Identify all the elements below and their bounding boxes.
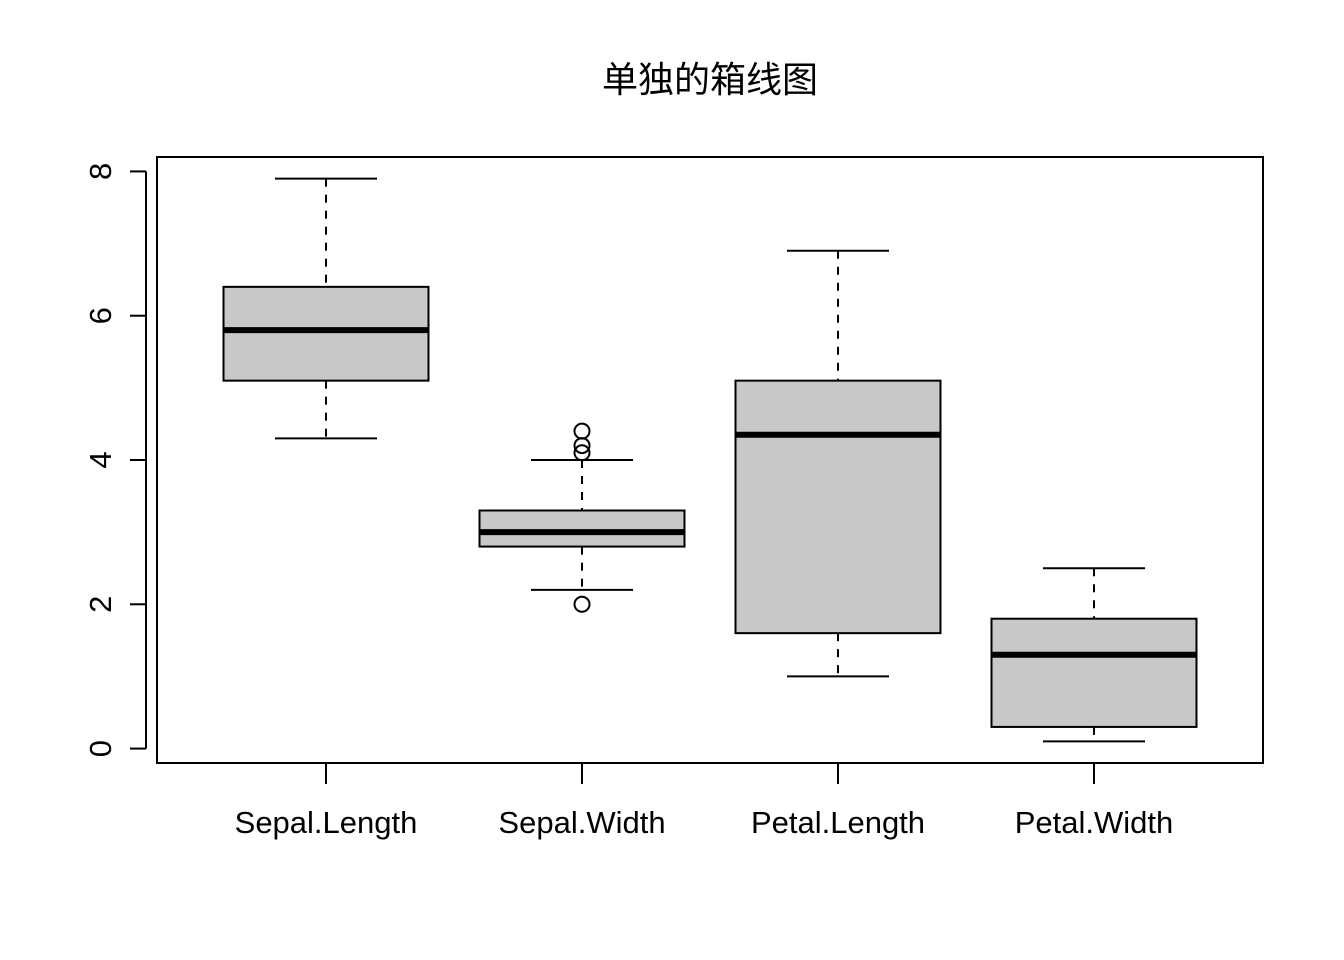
plot-frame [156, 156, 1264, 764]
box-sepal-width [478, 422, 686, 613]
y-tick-label: 0 [83, 740, 118, 757]
boxes [222, 177, 1198, 743]
box-iqr [222, 285, 430, 382]
outlier-point [573, 444, 591, 462]
chart-title: 单独的箱线图 [602, 60, 818, 101]
box-sepal-length [222, 177, 430, 440]
y-tick-label: 4 [83, 451, 118, 468]
x-tick-label: Petal.Length [751, 805, 925, 840]
box-petal-length [734, 249, 942, 678]
outlier-point [573, 437, 591, 455]
x-axis: Sepal.Length Sepal.Width Petal.Length Petal… [235, 763, 1174, 840]
y-tick-label: 8 [83, 163, 118, 180]
box-iqr [990, 617, 1198, 728]
x-tick-label: Sepal.Width [498, 805, 665, 840]
box-petal-width [990, 567, 1198, 743]
x-tick-label: Petal.Width [1015, 805, 1174, 840]
outlier-point [573, 422, 591, 440]
box-iqr [734, 379, 942, 635]
x-tick-label: Sepal.Length [235, 805, 418, 840]
y-axis: 0 2 4 6 8 [83, 163, 147, 757]
outlier-point [573, 595, 591, 613]
box-iqr [478, 509, 686, 548]
y-tick-label: 6 [83, 307, 118, 324]
y-tick-label: 2 [83, 596, 118, 613]
